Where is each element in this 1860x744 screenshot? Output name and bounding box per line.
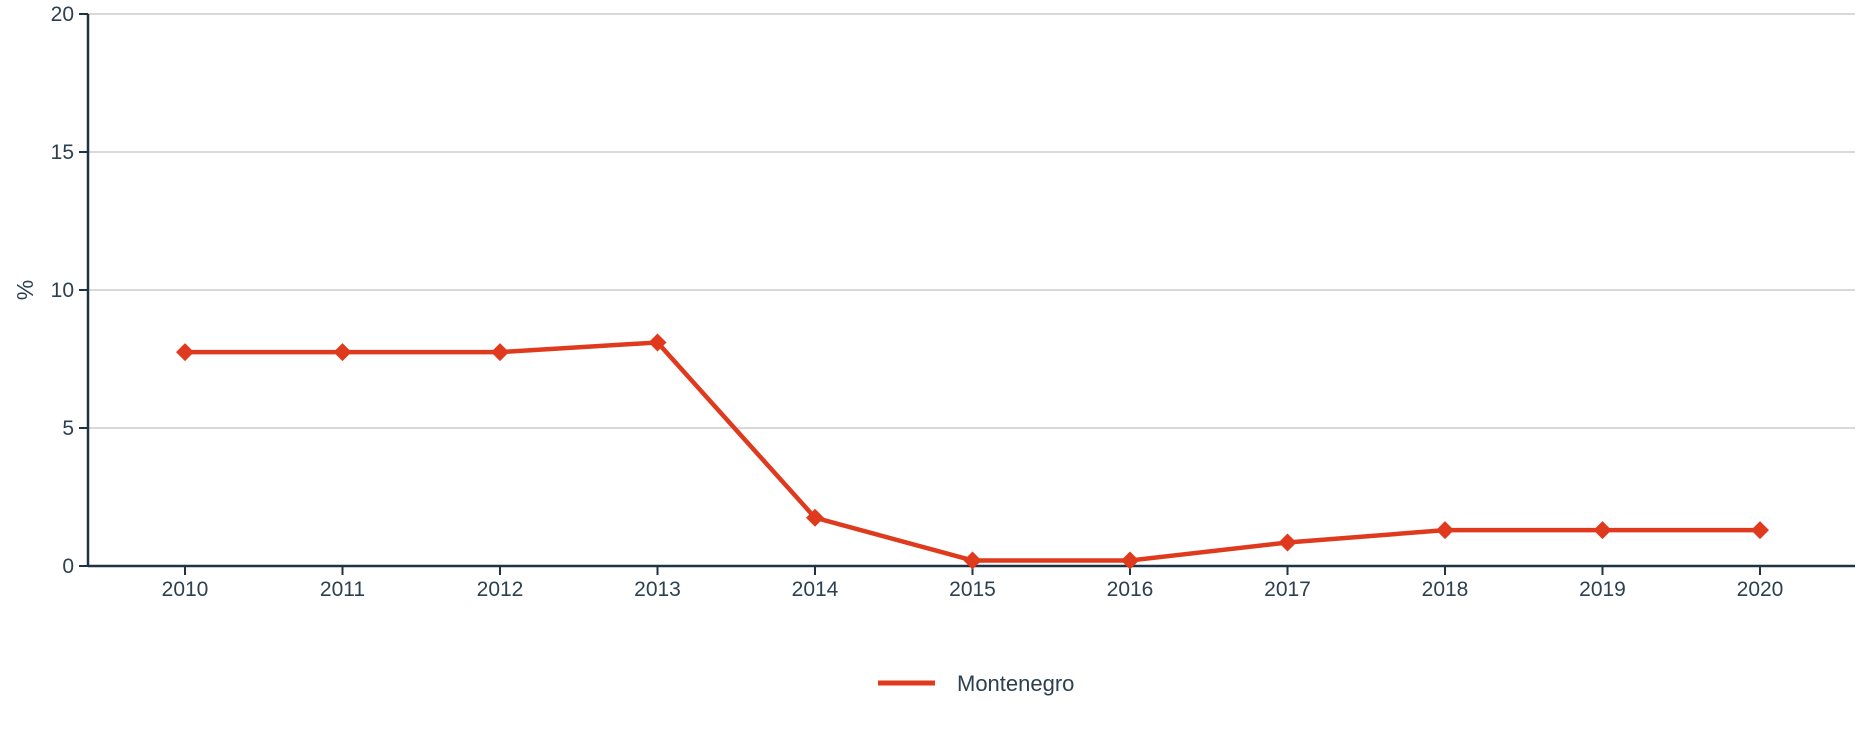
- data-point-2020: [1751, 521, 1769, 540]
- y-tick-label: 15: [51, 141, 74, 164]
- y-tick-label: 5: [62, 417, 74, 440]
- x-tick-label: 2012: [477, 578, 524, 601]
- x-tick-label: 2020: [1737, 578, 1784, 601]
- data-point-2012: [491, 343, 509, 362]
- data-point-2014: [806, 508, 824, 527]
- y-tick-label: 20: [51, 3, 74, 26]
- data-point-2013: [648, 333, 667, 352]
- data-point-2018: [1436, 521, 1454, 540]
- data-point-2010: [176, 343, 194, 362]
- data-point-2019: [1593, 521, 1612, 540]
- y-tick-label: 0: [62, 555, 74, 578]
- data-point-2017: [1278, 533, 1297, 552]
- x-tick-label: 2019: [1579, 578, 1626, 601]
- legend-label-montenegro: Montenegro: [957, 671, 1074, 696]
- x-tick-label: 2017: [1264, 578, 1311, 601]
- x-tick-label: 2010: [162, 578, 209, 601]
- series-layer: [176, 333, 1769, 570]
- y-tick-label: 10: [51, 279, 74, 302]
- data-point-2011: [333, 343, 352, 362]
- x-axis-ticks: 2010 2011 2012 2013 2014 2015 2016 2017 2018 2019…: [162, 566, 1784, 601]
- legend: Montenegro: [878, 671, 1074, 696]
- x-tick-label: 2011: [320, 578, 365, 601]
- gridlines: [88, 13, 1855, 429]
- y-axis-label: %: [12, 280, 38, 300]
- x-tick-label: 2015: [949, 578, 996, 601]
- x-tick-label: 2016: [1107, 578, 1154, 601]
- x-tick-label: 2013: [634, 578, 681, 601]
- data-point-2016: [1121, 551, 1139, 570]
- x-tick-label: 2018: [1422, 578, 1469, 601]
- x-tick-label: 2014: [792, 578, 839, 601]
- series-line-montenegro: [185, 340, 1760, 563]
- y-axis-ticks: 0 5 10 15 20: [51, 3, 88, 578]
- data-point-2015: [963, 551, 982, 570]
